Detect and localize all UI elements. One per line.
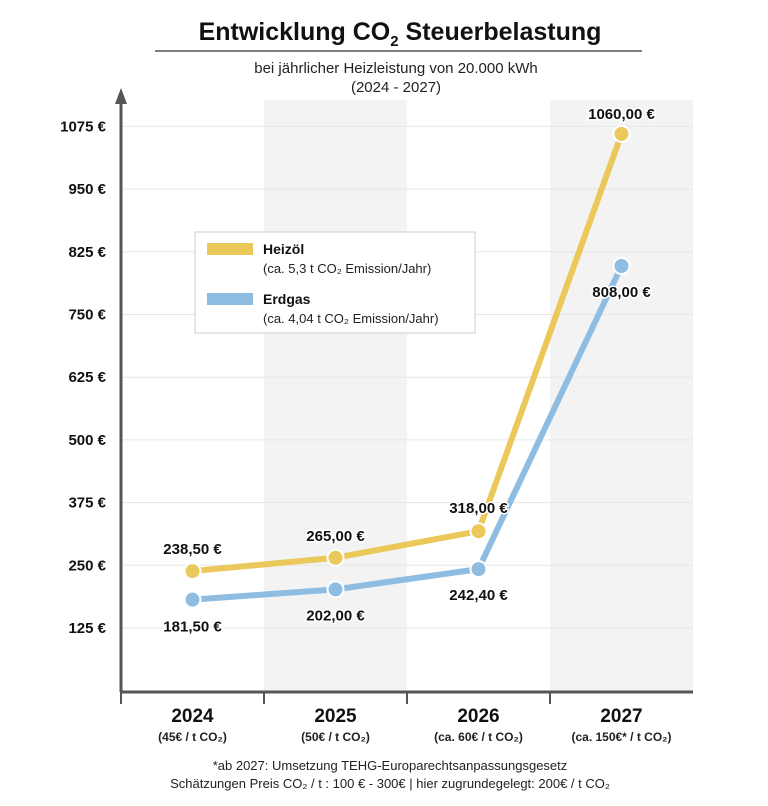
data-point-Heizöl (326, 548, 345, 567)
y-tick-label: 750 € (68, 307, 106, 324)
y-tick-label: 825 € (68, 244, 106, 261)
chart-subtitle: bei jährlicher Heizleistung von 20.000 k… (254, 60, 537, 77)
data-point-Erdgas (469, 560, 488, 579)
data-label-Heizöl: 1060,00 € (588, 106, 655, 123)
data-point-Erdgas (612, 257, 631, 276)
data-label-Erdgas: 181,50 € (163, 619, 222, 636)
legend-swatch-Heizöl (207, 243, 253, 255)
x-tick-label: 2024 (171, 706, 214, 727)
data-label-Heizöl: 318,00 € (449, 500, 508, 517)
y-tick-label: 500 € (68, 432, 106, 449)
x-tick-sublabel: (45€ / t CO₂) (158, 730, 227, 744)
data-label-Heizöl: 265,00 € (306, 528, 365, 545)
y-tick-label: 625 € (68, 369, 106, 386)
data-label-Erdgas: 808,00 € (592, 284, 651, 301)
y-tick-label: 1075 € (60, 118, 107, 135)
chart-subtitle-years: (2024 - 2027) (351, 79, 441, 96)
x-tick-sublabel: (ca. 60€ / t CO₂) (434, 730, 523, 744)
legend: Heizöl (ca. 5,3 t CO₂ Emission/Jahr) Erdga… (194, 231, 476, 334)
x-tick-label: 2027 (600, 706, 642, 727)
data-point-Erdgas (326, 580, 345, 599)
legend-note-Heizöl: (ca. 5,3 t CO₂ Emission/Jahr) (263, 261, 431, 276)
y-axis-arrow-icon (115, 88, 127, 104)
y-tick-label: 250 € (68, 557, 106, 574)
data-point-Erdgas (183, 590, 202, 609)
footnote-1: *ab 2027: Umsetzung TEHG-Europarechtsanp… (213, 758, 568, 773)
data-point-Heizöl (469, 522, 488, 541)
data-point-Heizöl (612, 124, 631, 143)
x-tick-label: 2026 (457, 706, 499, 727)
x-tick-sublabel: (50€ / t CO₂) (301, 730, 370, 744)
y-tick-label: 375 € (68, 495, 106, 512)
x-tick-label: 2025 (314, 706, 357, 727)
data-label-Heizöl: 238,50 € (163, 541, 222, 558)
shaded-column-2027 (550, 100, 693, 692)
series-line-Erdgas (192, 264, 625, 603)
data-point-Heizöl (183, 562, 202, 581)
chart-title: Entwicklung CO2 Steuerbelastung (199, 18, 602, 50)
y-tick-label: 950 € (68, 181, 106, 198)
legend-swatch-Erdgas (207, 293, 253, 305)
series-line-Heizöl (192, 132, 625, 575)
x-tick-sublabel: (ca. 150€* / t CO₂) (571, 730, 671, 744)
legend-label-Heizöl: Heizöl (263, 241, 304, 257)
footnote-2: Schätzungen Preis CO₂ / t : 100 € - 300€… (170, 776, 610, 791)
data-label-Erdgas: 202,00 € (306, 607, 365, 624)
legend-label-Erdgas: Erdgas (263, 291, 311, 307)
data-label-Erdgas: 242,40 € (449, 587, 508, 604)
y-tick-label: 125 € (68, 620, 106, 637)
legend-note-Erdgas: (ca. 4,04 t CO₂ Emission/Jahr) (263, 311, 439, 326)
